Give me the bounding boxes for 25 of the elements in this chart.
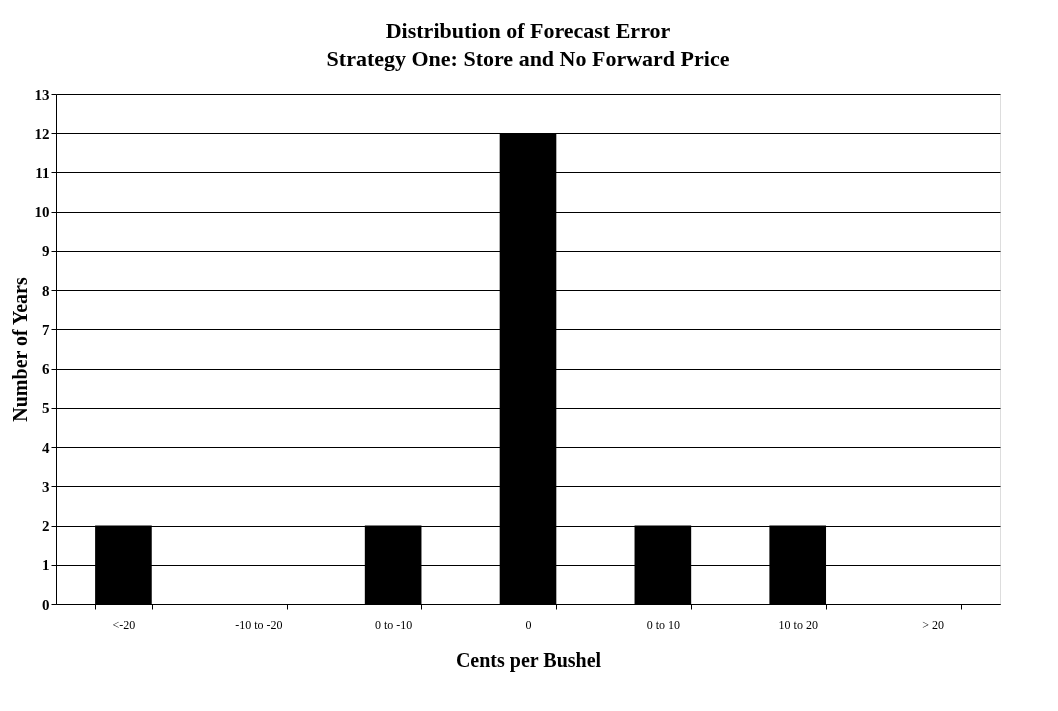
x-tick-label: > 20	[922, 617, 944, 632]
y-tick-label: 10	[34, 204, 50, 221]
chart-title: Distribution of Forecast Error	[385, 18, 671, 43]
x-tick-label: 10 to 20	[778, 617, 818, 632]
x-tick-label: -10 to -20	[235, 617, 283, 632]
y-axis-title: Number of Years	[8, 277, 31, 422]
y-tick-label: 3	[42, 478, 50, 495]
y-tick-label: 5	[42, 400, 50, 417]
y-tick-label: 11	[35, 164, 50, 181]
x-tick-label: 0 to 10	[646, 617, 681, 632]
x-tick-label: 0	[525, 617, 532, 632]
x-tick-label: <-20	[112, 617, 136, 632]
x-axis-title: Cents per Bushel	[455, 648, 602, 672]
y-tick-label: 6	[42, 361, 50, 378]
y-tick-label: 4	[42, 439, 50, 456]
y-tick-label: 2	[42, 518, 50, 535]
y-tick-label: 7	[42, 321, 50, 338]
chart-subtitle: Strategy One: Store and No Forward Price	[326, 46, 730, 71]
y-tick-label: 9	[42, 243, 50, 260]
y-tick-label: 0	[42, 596, 50, 613]
y-tick-label: 1	[42, 557, 50, 574]
y-tick-label: 12	[34, 125, 50, 142]
y-tick-label: 8	[42, 282, 50, 299]
y-tick-label: 13	[34, 86, 50, 103]
x-tick-label: 0 to -10	[374, 617, 413, 632]
